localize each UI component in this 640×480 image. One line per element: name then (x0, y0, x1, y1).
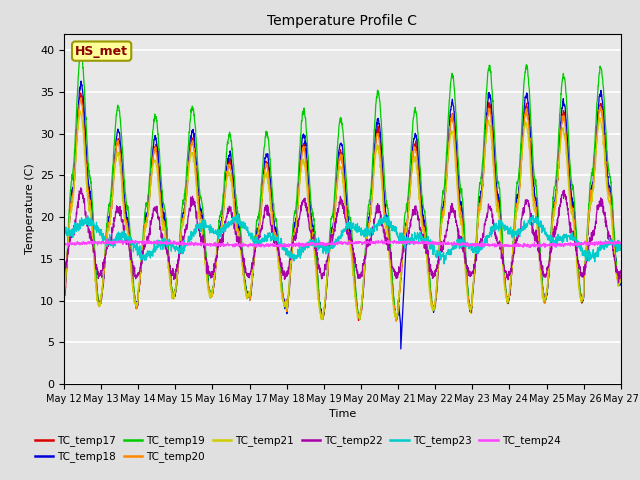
TC_temp17 (355, 318, 362, 324)
TC_temp20 (216, 228, 223, 234)
Line: TC_temp24: TC_temp24 (64, 240, 621, 248)
TC_temp18 (397, 346, 404, 352)
TC_temp21 (216, 232, 223, 238)
TC_temp24 (102, 237, 110, 242)
TC_temp18 (359, 295, 367, 300)
TC_temp21 (60, 292, 68, 298)
Title: Temperature Profile C: Temperature Profile C (268, 14, 417, 28)
TC_temp21 (76, 108, 84, 114)
TC_temp23 (440, 261, 448, 267)
Text: HS_met: HS_met (75, 45, 128, 58)
TC_temp24 (359, 240, 367, 245)
TC_temp21 (568, 210, 576, 216)
TC_temp22 (77, 185, 84, 191)
TC_temp17 (359, 291, 367, 297)
Y-axis label: Temperature (C): Temperature (C) (24, 163, 35, 254)
TC_temp23 (371, 223, 379, 228)
Line: TC_temp21: TC_temp21 (64, 111, 621, 320)
TC_temp18 (617, 276, 625, 282)
TC_temp19 (359, 292, 367, 298)
TC_temp21 (317, 317, 325, 323)
TC_temp17 (505, 298, 513, 304)
TC_temp19 (568, 183, 576, 189)
TC_temp18 (568, 195, 576, 201)
TC_temp24 (568, 241, 576, 247)
Line: TC_temp20: TC_temp20 (64, 98, 621, 321)
Line: TC_temp23: TC_temp23 (64, 214, 621, 264)
TC_temp18 (77, 78, 85, 84)
TC_temp21 (584, 229, 591, 235)
TC_temp24 (371, 240, 379, 245)
TC_temp17 (371, 147, 379, 153)
Legend: TC_temp17, TC_temp18, TC_temp19, TC_temp20, TC_temp21, TC_temp22, TC_temp23, TC_: TC_temp17, TC_temp18, TC_temp19, TC_temp… (31, 431, 565, 467)
TC_temp22 (614, 280, 622, 286)
TC_temp19 (505, 297, 513, 303)
TC_temp18 (584, 231, 591, 237)
TC_temp17 (617, 276, 625, 281)
TC_temp23 (359, 229, 367, 235)
TC_temp19 (216, 213, 223, 219)
TC_temp20 (359, 294, 367, 300)
TC_temp18 (60, 299, 68, 304)
TC_temp24 (216, 243, 223, 249)
TC_temp22 (60, 271, 68, 276)
TC_temp17 (60, 299, 68, 304)
TC_temp22 (359, 261, 367, 266)
Line: TC_temp22: TC_temp22 (64, 188, 621, 283)
TC_temp21 (371, 153, 379, 158)
TC_temp20 (617, 273, 625, 279)
TC_temp23 (505, 230, 513, 236)
TC_temp18 (505, 298, 513, 303)
TC_temp19 (617, 279, 625, 285)
TC_temp20 (568, 205, 576, 211)
TC_temp22 (617, 268, 625, 274)
X-axis label: Time: Time (329, 409, 356, 419)
TC_temp23 (584, 248, 591, 253)
TC_temp20 (371, 151, 379, 157)
TC_temp19 (392, 317, 400, 323)
TC_temp22 (371, 216, 379, 221)
TC_temp24 (504, 243, 512, 249)
TC_temp19 (584, 222, 591, 228)
TC_temp23 (234, 211, 242, 217)
TC_temp24 (617, 240, 625, 246)
TC_temp21 (505, 293, 513, 299)
Line: TC_temp17: TC_temp17 (64, 93, 621, 321)
TC_temp22 (584, 257, 591, 263)
TC_temp21 (359, 286, 367, 292)
TC_temp20 (584, 231, 591, 237)
TC_temp24 (60, 242, 68, 248)
Line: TC_temp19: TC_temp19 (64, 50, 621, 320)
TC_temp19 (77, 47, 85, 53)
TC_temp17 (77, 90, 84, 96)
TC_temp18 (371, 142, 379, 147)
TC_temp20 (392, 318, 400, 324)
TC_temp22 (504, 276, 512, 282)
TC_temp23 (216, 232, 223, 238)
TC_temp17 (568, 205, 576, 211)
TC_temp17 (216, 229, 223, 235)
TC_temp23 (617, 246, 625, 252)
TC_temp23 (568, 230, 576, 236)
TC_temp18 (216, 227, 223, 232)
TC_temp24 (525, 245, 533, 251)
Line: TC_temp18: TC_temp18 (64, 81, 621, 349)
TC_temp20 (60, 294, 68, 300)
TC_temp24 (584, 242, 591, 248)
TC_temp17 (584, 233, 591, 239)
TC_temp23 (60, 220, 68, 226)
TC_temp19 (60, 298, 68, 303)
TC_temp21 (617, 273, 625, 278)
TC_temp20 (77, 95, 85, 101)
TC_temp20 (505, 297, 513, 303)
TC_temp22 (568, 233, 575, 239)
TC_temp19 (371, 120, 379, 125)
TC_temp22 (216, 239, 223, 244)
